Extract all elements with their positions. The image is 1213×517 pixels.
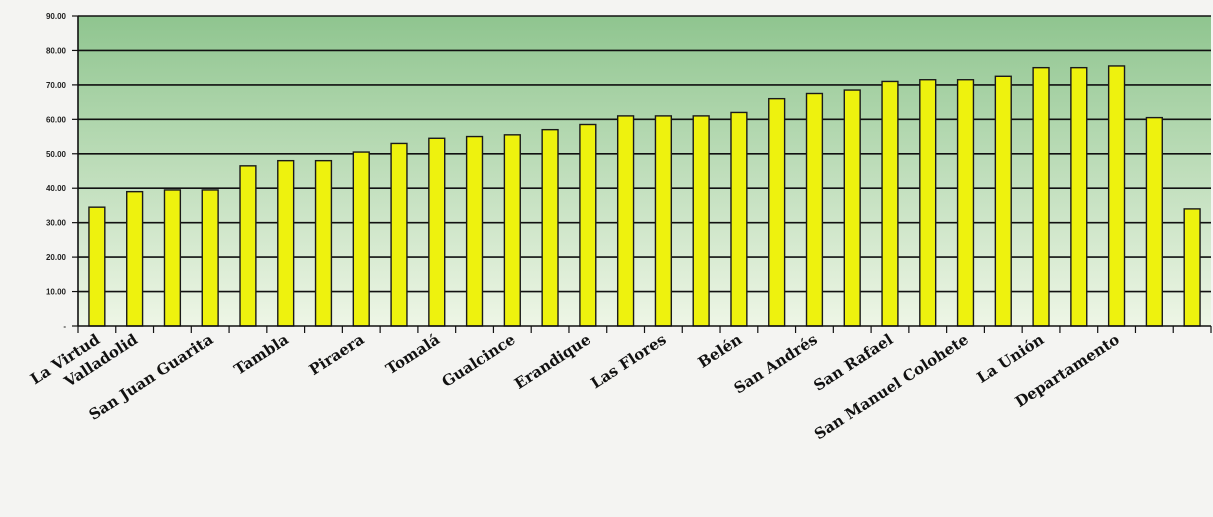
y-tick-label: 20.00 [46, 253, 67, 262]
x-tick-label: Piraera [306, 330, 368, 379]
bar [1032, 66, 1050, 327]
bar [956, 79, 975, 327]
axes [77, 16, 1212, 333]
bar [654, 115, 673, 327]
bar [314, 159, 333, 327]
bar [919, 79, 937, 327]
y-tick-label: 80.00 [46, 46, 67, 55]
bar [163, 189, 182, 327]
bar [277, 159, 295, 327]
plot-area [78, 16, 1211, 326]
x-tick-label: San Juan Guarita [86, 330, 217, 424]
bar [579, 123, 597, 327]
x-tick-label: San Andrés [731, 330, 821, 397]
bar [503, 134, 521, 327]
bars [88, 65, 1201, 327]
bar [1183, 208, 1201, 327]
bar [994, 75, 1012, 327]
bar [465, 135, 484, 327]
y-tick-label: 30.00 [46, 219, 67, 228]
bar [390, 142, 408, 327]
bar [730, 111, 748, 327]
x-tick-label: Las Flores [587, 330, 669, 392]
bar [1145, 116, 1163, 327]
bar [352, 151, 370, 327]
bar [1070, 66, 1088, 327]
bar [88, 206, 106, 327]
bar [201, 189, 219, 327]
bar [692, 115, 710, 327]
bar [428, 137, 446, 327]
bar [541, 128, 559, 327]
y-tick-label: 50.00 [46, 150, 67, 159]
bar [881, 80, 899, 327]
x-tick-label: Tambla [231, 330, 292, 379]
y-tick-label: 10.00 [46, 288, 67, 297]
y-tick-label: 40.00 [46, 184, 67, 193]
bar [126, 190, 144, 327]
x-tick-label: Belén [695, 330, 745, 371]
bar [805, 92, 824, 327]
y-tick-label: - [63, 322, 66, 331]
bar [239, 165, 257, 327]
bar [616, 115, 635, 327]
y-tick-label: 70.00 [46, 81, 67, 90]
y-tick-label: 60.00 [46, 115, 67, 124]
x-tick-label: La Unión [974, 330, 1048, 387]
bar [1107, 65, 1126, 327]
gridlines [78, 15, 1211, 293]
y-axis-ticks: - 10.00 20.00 30.00 40.00 50.00 60.00 70.00 80.0… [46, 12, 78, 331]
x-tick-label: Erandique [511, 330, 594, 393]
x-tick-label: Gualcince [439, 330, 519, 391]
bar [843, 89, 861, 327]
y-tick-label: 90.00 [46, 12, 67, 21]
bar [768, 97, 786, 327]
x-tick-label: Tomalá [382, 330, 443, 378]
